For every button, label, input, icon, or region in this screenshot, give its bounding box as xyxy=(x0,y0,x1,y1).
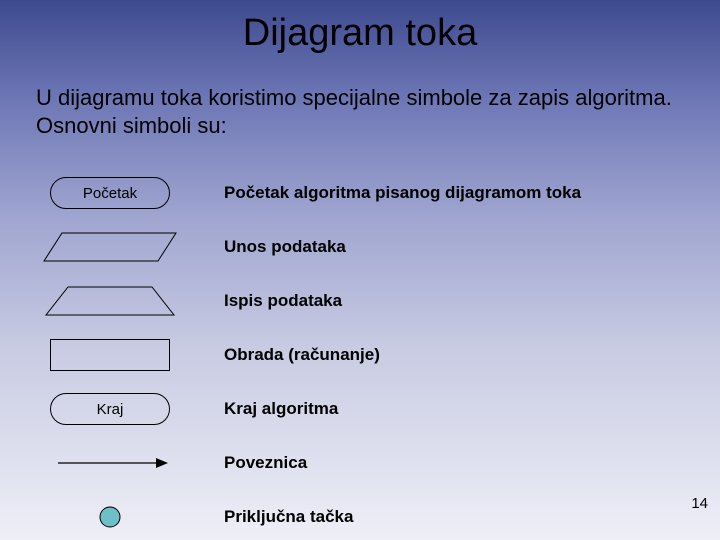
symbol-desc: Početak algoritma pisanog dijagramom tok… xyxy=(220,183,720,203)
parallelogram-icon xyxy=(40,229,180,265)
rectangle-shape xyxy=(50,339,170,371)
shape-input xyxy=(0,229,220,265)
connector-circle-icon xyxy=(90,502,130,532)
slide: Dijagram toka U dijagramu toka koristimo… xyxy=(0,0,720,540)
shape-connector xyxy=(0,502,220,532)
terminal-shape: Početak xyxy=(50,177,170,209)
shape-terminal-start: Početak xyxy=(0,177,220,209)
symbol-desc: Priključna tačka xyxy=(220,507,720,527)
symbol-row: Unos podataka xyxy=(0,224,720,270)
shape-output xyxy=(0,283,220,319)
arrow-icon xyxy=(40,453,180,473)
shape-label: Početak xyxy=(83,185,137,202)
slide-title: Dijagram toka xyxy=(0,12,720,55)
shape-label: Kraj xyxy=(97,401,124,418)
shape-terminal-end: Kraj xyxy=(0,393,220,425)
symbol-row: Početak Početak algoritma pisanog dijagr… xyxy=(0,170,720,216)
symbol-row: Poveznica xyxy=(0,440,720,486)
symbol-desc: Ispis podataka xyxy=(220,291,720,311)
symbol-desc: Unos podataka xyxy=(220,237,720,257)
symbol-row: Ispis podataka xyxy=(0,278,720,324)
symbol-row: Priključna tačka xyxy=(0,494,720,540)
symbol-desc: Obrada (računanje) xyxy=(220,345,720,365)
symbol-desc: Poveznica xyxy=(220,453,720,473)
symbol-rows: Početak Početak algoritma pisanog dijagr… xyxy=(0,170,720,540)
page-number: 14 xyxy=(691,495,708,512)
shape-process xyxy=(0,339,220,371)
slide-subtitle: U dijagramu toka koristimo specijalne si… xyxy=(36,84,684,139)
shape-arrow xyxy=(0,453,220,473)
trapezoid-icon xyxy=(40,283,180,319)
symbol-row: Kraj Kraj algoritma xyxy=(0,386,720,432)
terminal-shape: Kraj xyxy=(50,393,170,425)
symbol-desc: Kraj algoritma xyxy=(220,399,720,419)
symbol-row: Obrada (računanje) xyxy=(0,332,720,378)
